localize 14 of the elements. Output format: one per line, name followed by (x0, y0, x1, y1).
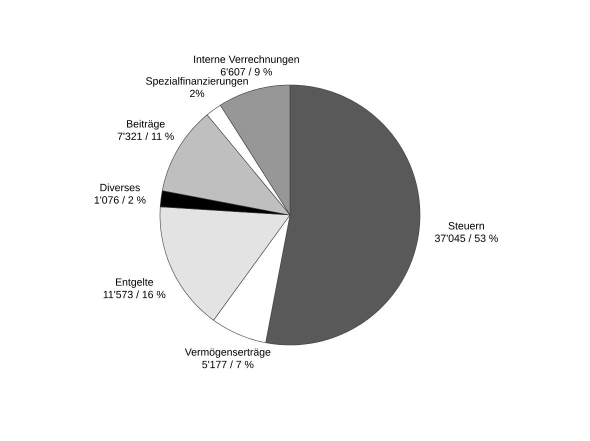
slice-label: Vermögenserträge (184, 348, 270, 358)
slice-label: Steuern (448, 222, 484, 230)
slice-label: Diverses (100, 184, 140, 192)
data-label: 7'321 / 11 % (118, 132, 174, 140)
slice-label: Beiträge (127, 120, 165, 130)
data-label: 37'045 / 53 % (434, 234, 498, 242)
data-label: 2% (190, 90, 204, 98)
slice-label: Interne Verrechnungen (194, 55, 299, 66)
data-label: 5'177 / 7 % (202, 360, 254, 368)
data-label: 6'607 / 9 % (220, 68, 272, 76)
data-label: 1'076 / 2 % (94, 196, 146, 204)
data-label: 11'573 / 16 % (104, 290, 166, 298)
slice-label: Spezialfinanzierungen (146, 77, 248, 87)
slice-label: Entgelte (116, 278, 154, 288)
